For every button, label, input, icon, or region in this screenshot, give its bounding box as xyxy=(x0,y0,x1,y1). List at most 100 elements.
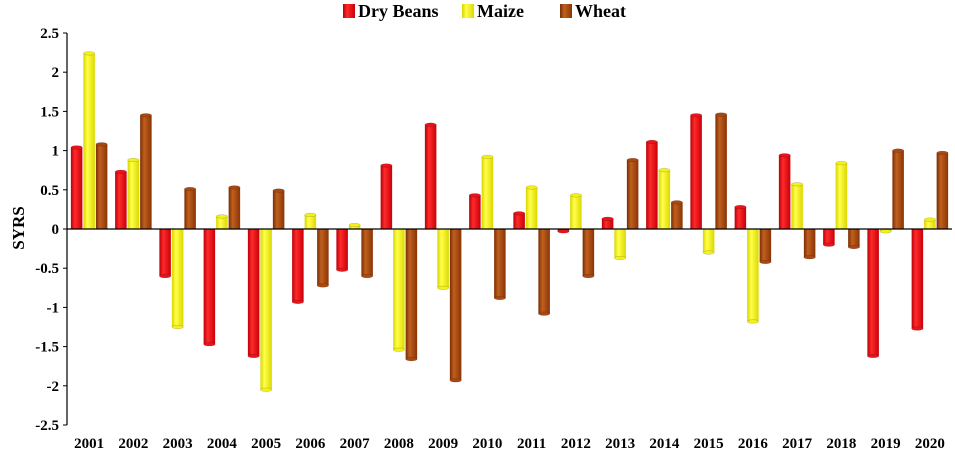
bar-wheat-2013 xyxy=(626,160,639,229)
bar-wheat-2003 xyxy=(184,189,196,229)
bar-wheat-2009 xyxy=(449,229,462,381)
bar-dry-beans-2007 xyxy=(336,229,348,270)
bar-cap-dry-beans-2012 xyxy=(557,229,570,234)
bar-cap-maize-2002 xyxy=(127,157,140,163)
bar-cap-maize-2001 xyxy=(83,51,96,56)
bar-dry-beans-2010 xyxy=(469,195,481,229)
bar-cap-wheat-2003 xyxy=(184,186,197,192)
bar-cap-maize-2003 xyxy=(171,324,184,330)
bar-cap-dry-beans-2015 xyxy=(690,113,703,118)
bar-cap-wheat-2014 xyxy=(670,200,683,205)
bar-cap-maize-2010 xyxy=(481,154,494,159)
x-tick-label: 2011 xyxy=(517,436,546,452)
bar-wheat-2019 xyxy=(892,150,904,229)
x-tick-label: 2004 xyxy=(207,436,238,452)
bar-cap-dry-beans-2006 xyxy=(291,299,304,304)
bar-wheat-2002 xyxy=(140,115,152,229)
bar-wheat-2020 xyxy=(936,152,949,229)
y-tick-label: -0.5 xyxy=(35,261,59,277)
bar-cap-wheat-2001 xyxy=(95,142,108,147)
x-tick-label: 2002 xyxy=(118,436,148,452)
bar-cap-dry-beans-2003 xyxy=(159,273,172,279)
x-tick-label: 2007 xyxy=(340,436,371,452)
legend-label-wheat: Wheat xyxy=(575,1,626,21)
x-tick-label: 2006 xyxy=(295,436,326,452)
bar-maize-2004 xyxy=(216,216,228,229)
bar-maize-2007 xyxy=(348,225,361,229)
x-tick-label: 2018 xyxy=(826,436,856,452)
bar-cap-dry-beans-2009 xyxy=(424,122,437,127)
bar-cap-maize-2011 xyxy=(525,185,538,190)
bar-cap-maize-2018 xyxy=(835,161,848,166)
bar-cap-dry-beans-2017 xyxy=(778,153,791,158)
bar-wheat-2005 xyxy=(272,190,285,229)
bar-cap-dry-beans-2005 xyxy=(247,353,260,359)
bar-cap-wheat-2007 xyxy=(361,273,374,279)
legend-label-maize: Maize xyxy=(477,1,524,21)
bar-wheat-2012 xyxy=(582,229,595,277)
legend-label-dry-beans: Dry Beans xyxy=(358,1,439,21)
bar-cap-maize-2014 xyxy=(658,168,671,173)
bar-cap-dry-beans-2011 xyxy=(513,211,526,216)
bar-dry-beans-2004 xyxy=(203,229,216,345)
y-tick-label: -2.5 xyxy=(35,418,59,434)
bar-dry-beans-2009 xyxy=(424,124,437,229)
bar-maize-2017 xyxy=(791,184,803,229)
bar-dry-beans-2006 xyxy=(292,229,304,302)
bar-maize-2016 xyxy=(747,229,759,322)
y-tick-label: 0.5 xyxy=(40,183,59,199)
bar-cap-wheat-2004 xyxy=(228,185,241,190)
bar-maize-2003 xyxy=(171,229,184,327)
bar-cap-wheat-2016 xyxy=(759,259,772,264)
bar-dry-beans-2016 xyxy=(734,207,747,229)
bar-cap-wheat-2011 xyxy=(538,311,551,316)
bar-cap-maize-2016 xyxy=(746,319,759,324)
bar-cap-dry-beans-2008 xyxy=(380,163,393,168)
bar-dry-beans-2019 xyxy=(867,229,879,357)
bar-cap-maize-2006 xyxy=(304,212,317,217)
bars xyxy=(70,51,949,392)
x-tick-label: 2003 xyxy=(163,436,193,452)
bar-dry-beans-2017 xyxy=(778,155,791,229)
y-tick-label: -2 xyxy=(47,379,60,395)
bar-dry-beans-2005 xyxy=(247,229,260,357)
x-tick-label: 2017 xyxy=(782,436,813,452)
bar-wheat-2015 xyxy=(715,114,727,229)
bar-wheat-2008 xyxy=(405,229,418,360)
bar-cap-wheat-2008 xyxy=(405,357,418,362)
bar-maize-2010 xyxy=(481,156,494,229)
bar-cap-maize-2020 xyxy=(923,217,936,222)
bar-cap-dry-beans-2016 xyxy=(734,205,747,210)
bar-maize-2006 xyxy=(304,214,317,229)
x-tick-label: 2020 xyxy=(915,436,945,452)
bar-wheat-2018 xyxy=(848,229,860,248)
bar-dry-beans-2001 xyxy=(70,147,83,229)
x-tick-label: 2012 xyxy=(561,436,591,452)
y-tick-label: 1 xyxy=(52,144,60,160)
x-tick-label: 2019 xyxy=(871,436,901,452)
bar-wheat-2011 xyxy=(538,229,550,314)
axes: 2.5 2 1.5 1 0.5 0 -0.5 -1 -1.5 -2 -2.5 2001 2002 2003… xyxy=(35,26,952,452)
bar-wheat-2004 xyxy=(228,187,241,229)
bar-cap-maize-2004 xyxy=(215,214,228,219)
bar-cap-maize-2019 xyxy=(879,229,892,234)
y-axis-title: SYRS xyxy=(9,206,28,249)
bar-cap-maize-2007 xyxy=(348,223,361,228)
bar-wheat-2001 xyxy=(95,144,108,229)
legend: Dry Beans Maize Wheat xyxy=(343,1,626,21)
bar-dry-beans-2011 xyxy=(513,213,525,229)
bar-cap-dry-beans-2002 xyxy=(114,169,127,174)
bar-dry-beans-2013 xyxy=(601,218,614,229)
bar-maize-2005 xyxy=(260,229,272,390)
bar-cap-wheat-2018 xyxy=(847,244,860,250)
bar-cap-maize-2005 xyxy=(260,387,273,392)
bar-maize-2009 xyxy=(437,229,449,288)
bar-cap-maize-2013 xyxy=(614,255,627,261)
bar-maize-2001 xyxy=(83,53,95,229)
bar-cap-wheat-2015 xyxy=(715,112,728,117)
y-tick-label: 2.5 xyxy=(40,26,59,42)
bar-dry-beans-2020 xyxy=(911,229,924,329)
x-tick-label: 2008 xyxy=(384,436,414,452)
bar-cap-maize-2017 xyxy=(791,182,804,187)
bar-cap-dry-beans-2020 xyxy=(911,326,924,331)
